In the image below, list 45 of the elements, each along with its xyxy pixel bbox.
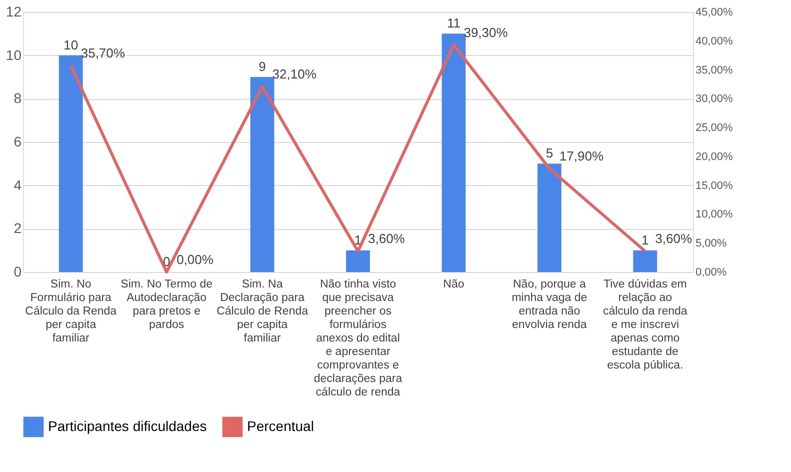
bar [442, 34, 466, 272]
y-tick-label: 6 [14, 134, 22, 150]
x-tick-label: Tive dúvidas em relação ao cálculo da renda e me inscrevi apenas como estudante de escola pública. [602, 278, 688, 372]
y-tick-label: 4 [14, 176, 22, 193]
data-label: 11 [446, 16, 460, 31]
x-tick-label: Não, porque a minha vaga de entrada não envolvia renda [512, 278, 588, 331]
y-tick-label: 12 [6, 4, 22, 20]
y2-tick-label: 20,00% [696, 150, 734, 163]
y2-tick-label: 35,00% [696, 64, 734, 76]
y2-tick-label: 30,00% [696, 93, 734, 106]
bar [346, 250, 370, 272]
y-tick-label: 0 [14, 264, 22, 280]
y2-tick-label: 45,00% [696, 6, 734, 18]
bar [58, 55, 83, 272]
legend-label: Percentual [247, 418, 314, 434]
x-tick-label: Sim. No Termo de Autodeclaração para pretos e pardos [120, 278, 212, 331]
bar [250, 77, 274, 272]
data-label: 10 [64, 37, 78, 52]
y-tick-label: 2 [14, 220, 22, 236]
y2-tick-label: 25,00% [696, 122, 734, 134]
data-label: 0,00% [176, 252, 214, 267]
data-label: 32,10% [272, 66, 317, 82]
data-label: 0 [162, 254, 170, 269]
x-tick-label: Sim. No Formulário para Cálculo da Renda per capita familiar [25, 278, 118, 344]
category-label: Não tinha visto que precisava preencher os formulários anexos do edital e apresentar comprovantes e declarações para cálculo de renda [314, 278, 402, 398]
y2-tick-label: 10,00% [696, 208, 734, 221]
y2-tick-label: 15,00% [696, 180, 734, 192]
y2-tick-label: 5,00% [696, 238, 727, 250]
y-tick-label: 8 [14, 90, 22, 106]
data-label: 9 [258, 59, 266, 74]
data-label: 3,60% [368, 231, 406, 246]
bar [537, 164, 562, 272]
data-label: 17,90% [559, 148, 604, 164]
y2-tick-label: 40,00% [696, 35, 734, 48]
data-label: 39,30% [464, 24, 508, 40]
x-tick-label: Não [443, 278, 464, 290]
data-label: 1 [642, 232, 649, 248]
y2-tick-label: 0,00% [696, 266, 727, 278]
bar [633, 250, 658, 272]
y-tick-label: 10 [6, 46, 22, 63]
x-tick-label: Sim. Na Declaração para Cálculo de Renda per capita familiar [216, 278, 309, 344]
legend-label: Participantes dificuldades [48, 418, 207, 434]
data-label: 3,60% [655, 231, 692, 246]
data-label: 5 [546, 146, 554, 161]
data-label: 35,70% [80, 46, 126, 61]
